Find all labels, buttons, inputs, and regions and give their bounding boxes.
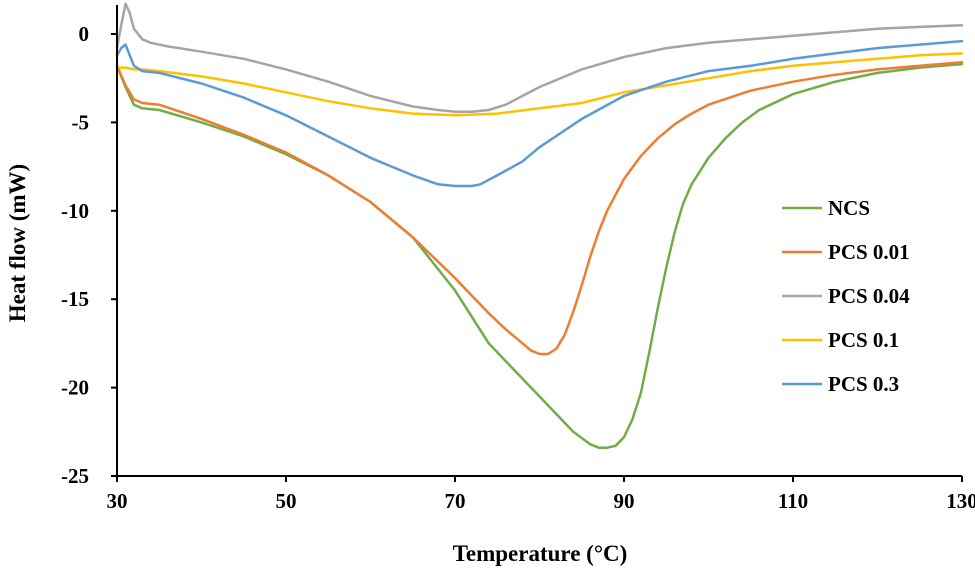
y-tick-label: -25 <box>61 464 89 488</box>
series-line-pcs-0-01 <box>115 61 964 356</box>
series-line-pcs-0-3 <box>115 39 964 188</box>
y-tick-label: -5 <box>72 110 90 134</box>
x-axis-title: Temperature (°C) <box>453 541 628 566</box>
series-line-pcs-0-04 <box>115 2 964 114</box>
x-tick-label: 30 <box>107 489 128 513</box>
legend: NCS PCS 0.01 PCS 0.04 PCS 0.1 PCS 0.3 <box>782 196 910 396</box>
y-tick-label: -15 <box>61 287 89 311</box>
y-tick-label: -20 <box>61 376 89 400</box>
y-tick-label: 0 <box>79 22 90 46</box>
x-tick-label: 110 <box>778 489 808 513</box>
y-tick-label: -10 <box>61 199 89 223</box>
x-tick-label: 50 <box>276 489 297 513</box>
x-tick-label: 90 <box>614 489 635 513</box>
series-line-ncs <box>115 62 964 449</box>
axes <box>116 5 962 477</box>
ticks: 30 50 70 90 110 130 0 -5 -10 -15 -20 -25 <box>61 22 975 513</box>
y-axis-title: Heat flow (mW) <box>5 164 30 322</box>
series-layer <box>115 2 964 449</box>
legend-label-pcs-0-3: PCS 0.3 <box>828 372 899 396</box>
legend-label-pcs-0-01: PCS 0.01 <box>828 240 910 264</box>
series-line-pcs-0-1 <box>115 52 964 117</box>
x-tick-label: 70 <box>445 489 466 513</box>
legend-label-pcs-0-04: PCS 0.04 <box>828 284 910 308</box>
x-tick-label: 130 <box>946 489 975 513</box>
legend-label-pcs-0-1: PCS 0.1 <box>828 328 899 352</box>
legend-label-ncs: NCS <box>828 196 870 220</box>
